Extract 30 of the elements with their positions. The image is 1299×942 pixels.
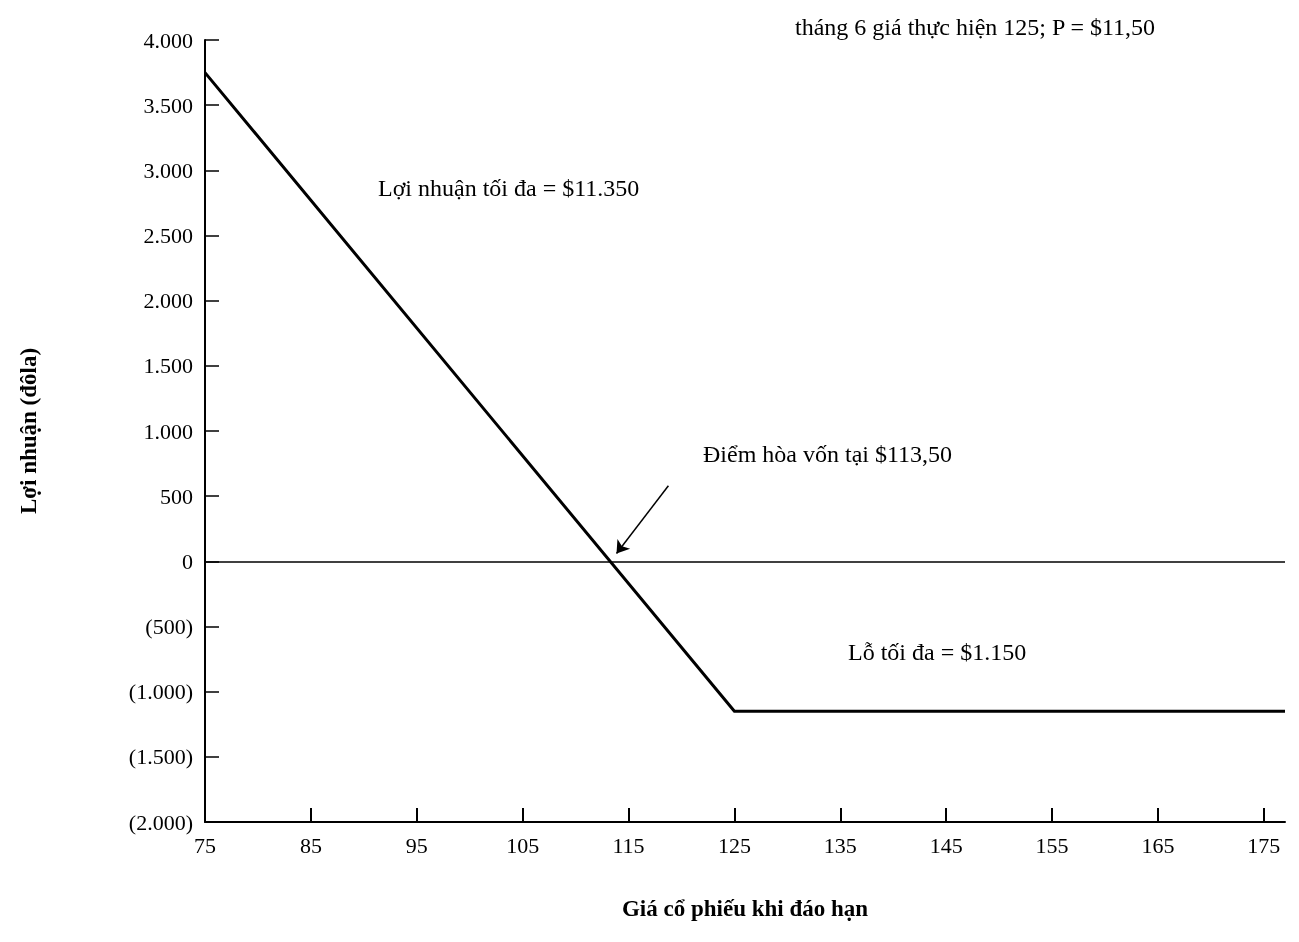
y-tick-label: 4.000 xyxy=(143,27,193,53)
x-tick-label: 125 xyxy=(717,832,751,858)
y-tick-label: (500) xyxy=(145,614,193,639)
y-tick-label: (1.000) xyxy=(128,679,193,705)
y-tick-label: (1.500) xyxy=(128,744,193,770)
x-tick-label: 145 xyxy=(929,832,963,858)
x-axis-title: Giá cổ phiếu khi đáo hạn xyxy=(621,896,869,921)
x-tick-label: 135 xyxy=(823,832,857,858)
x-tick-label: 95 xyxy=(405,832,428,858)
x-tick-label: 155 xyxy=(1035,832,1069,858)
x-tick-label: 85 xyxy=(299,832,322,858)
x-tick-label: 115 xyxy=(612,832,645,858)
y-tick-label: 2.500 xyxy=(143,223,193,248)
y-tick-label: 1.500 xyxy=(143,353,193,379)
y-tick-label: 500 xyxy=(160,483,193,509)
y-axis-title: Lợi nhuận (đôla) xyxy=(16,347,41,515)
y-tick-label: 3.500 xyxy=(143,92,193,118)
x-tick-label: 175 xyxy=(1247,832,1281,858)
y-tick-label: 2.000 xyxy=(143,288,193,314)
annotation: Lỗ tối đa = $1.150 xyxy=(848,639,1027,665)
annotation: Điểm hòa vốn tại $113,50 xyxy=(703,441,953,467)
x-tick-label: 165 xyxy=(1141,832,1175,858)
x-tick-label: 105 xyxy=(506,832,540,858)
chart-title: tháng 6 giá thực hiện 125; P = $11,50 xyxy=(795,14,1156,40)
x-tick-label: 75 xyxy=(194,832,216,858)
y-tick-label: 0 xyxy=(182,548,193,574)
y-tick-label: 3.000 xyxy=(143,157,193,183)
y-tick-label: (2.000) xyxy=(128,809,193,835)
annotation: Lợi nhuận tối đa = $11.350 xyxy=(378,175,640,201)
y-tick-label: 1.000 xyxy=(143,418,193,444)
